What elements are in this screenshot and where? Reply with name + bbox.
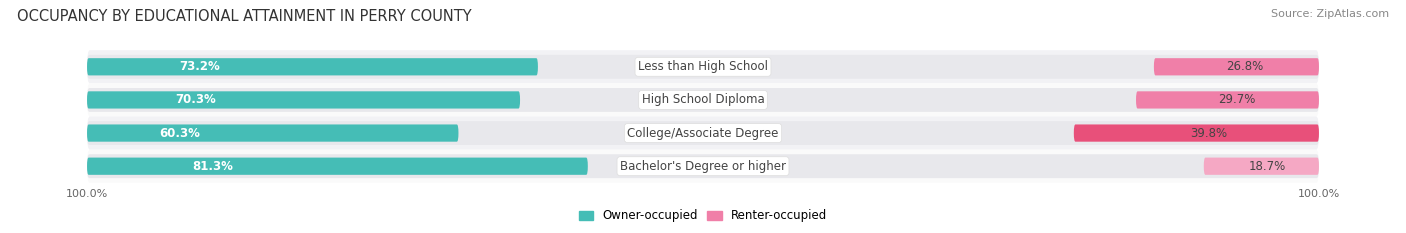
- FancyBboxPatch shape: [87, 50, 1319, 83]
- Text: Source: ZipAtlas.com: Source: ZipAtlas.com: [1271, 9, 1389, 19]
- Text: 100.0%: 100.0%: [66, 189, 108, 199]
- FancyBboxPatch shape: [1074, 124, 1319, 142]
- FancyBboxPatch shape: [87, 116, 1319, 150]
- FancyBboxPatch shape: [1204, 158, 1319, 175]
- Text: Bachelor's Degree or higher: Bachelor's Degree or higher: [620, 160, 786, 173]
- Text: 18.7%: 18.7%: [1249, 160, 1285, 173]
- Text: 60.3%: 60.3%: [159, 127, 200, 140]
- Text: 70.3%: 70.3%: [174, 93, 215, 106]
- Text: 73.2%: 73.2%: [180, 60, 221, 73]
- FancyBboxPatch shape: [1136, 91, 1319, 109]
- Text: High School Diploma: High School Diploma: [641, 93, 765, 106]
- FancyBboxPatch shape: [87, 55, 1319, 79]
- FancyBboxPatch shape: [87, 150, 1319, 183]
- FancyBboxPatch shape: [87, 58, 538, 75]
- Text: 26.8%: 26.8%: [1226, 60, 1264, 73]
- Text: 39.8%: 39.8%: [1189, 127, 1227, 140]
- Text: College/Associate Degree: College/Associate Degree: [627, 127, 779, 140]
- FancyBboxPatch shape: [87, 154, 1319, 178]
- Text: OCCUPANCY BY EDUCATIONAL ATTAINMENT IN PERRY COUNTY: OCCUPANCY BY EDUCATIONAL ATTAINMENT IN P…: [17, 9, 471, 24]
- Text: 100.0%: 100.0%: [1298, 189, 1340, 199]
- FancyBboxPatch shape: [87, 124, 458, 142]
- FancyBboxPatch shape: [87, 91, 520, 109]
- Text: 81.3%: 81.3%: [191, 160, 232, 173]
- FancyBboxPatch shape: [87, 83, 1319, 116]
- Legend: Owner-occupied, Renter-occupied: Owner-occupied, Renter-occupied: [574, 205, 832, 227]
- FancyBboxPatch shape: [1154, 58, 1319, 75]
- FancyBboxPatch shape: [87, 121, 1319, 145]
- FancyBboxPatch shape: [87, 158, 588, 175]
- Text: 29.7%: 29.7%: [1218, 93, 1256, 106]
- Text: Less than High School: Less than High School: [638, 60, 768, 73]
- FancyBboxPatch shape: [87, 88, 1319, 112]
